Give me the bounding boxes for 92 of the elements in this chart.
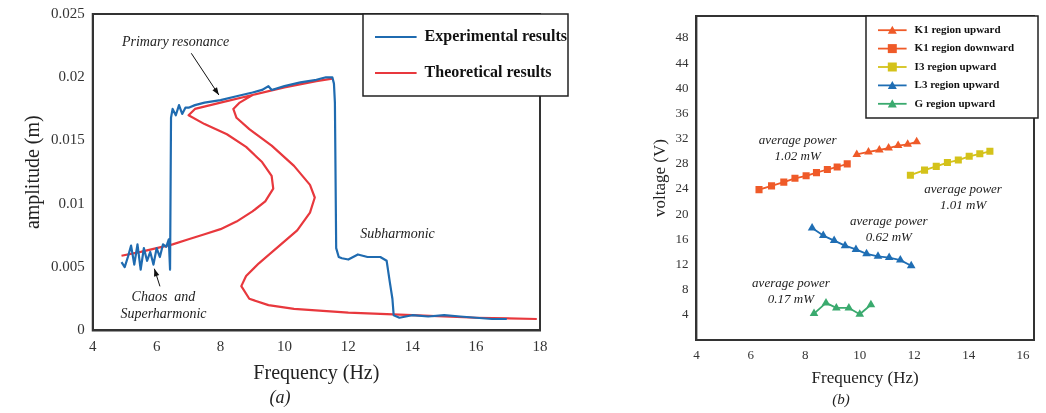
point (768, 182, 776, 190)
annotation: average power 0.62 mW (850, 213, 929, 245)
y-tick-label: 4 (681, 306, 689, 322)
point (943, 159, 951, 167)
point (906, 260, 916, 269)
point (976, 150, 984, 158)
y-axis-title: voltage (V) (649, 139, 669, 217)
point (862, 248, 871, 257)
point (906, 171, 914, 179)
x-tick-label: 16 (468, 338, 485, 355)
y-tick-label: 40 (675, 79, 689, 95)
y-tick-label: 12 (675, 255, 689, 271)
x-tick-label: 8 (216, 338, 225, 355)
x-tick-label: 4 (89, 338, 97, 355)
x-tick-label: 14 (962, 347, 976, 363)
point (840, 240, 850, 249)
y-tick-label: 32 (675, 130, 689, 146)
y-tick-label: 0.015 (51, 131, 85, 148)
point (884, 143, 893, 151)
x-tick-label: 18 (532, 338, 548, 355)
point (893, 140, 903, 149)
point (851, 244, 861, 252)
y-tick-label: 24 (675, 180, 689, 196)
x-tick-label: 4 (693, 347, 701, 363)
legend-label: I3 region upward (914, 59, 997, 72)
x-tick-label: 16 (1016, 347, 1031, 363)
text: (a) (269, 386, 291, 408)
legend-label: G region upward (914, 96, 996, 109)
point (965, 152, 973, 160)
legend-label: Experimental results (424, 27, 567, 46)
annotation: Subharmonic (360, 226, 436, 242)
annotation: Chaos and Superharmonic (120, 288, 208, 322)
point (855, 309, 865, 317)
point (755, 186, 763, 194)
annotation: average power 1.02 mW (758, 132, 838, 164)
x-axis-title: Frequency (Hz) (811, 368, 919, 388)
point (866, 299, 876, 308)
y-tick-label: 8 (681, 281, 689, 297)
y-tick-label: 0.01 (58, 194, 85, 211)
point (809, 308, 819, 317)
point (884, 252, 894, 261)
point (903, 139, 912, 147)
x-tick-label: 6 (152, 338, 161, 355)
x-axis-title: Frequency (Hz) (253, 360, 380, 384)
y-tick-label: 16 (675, 230, 689, 246)
x-tick-label: 14 (404, 338, 421, 355)
point (932, 162, 940, 170)
point (832, 302, 841, 311)
y-tick-label: 0.025 (51, 4, 85, 21)
point (829, 235, 839, 244)
point (818, 230, 828, 239)
point (812, 169, 820, 177)
point (821, 297, 831, 306)
text: (b) (832, 390, 850, 408)
annotation: Primary resonance (120, 34, 230, 50)
legend-label: Theoretical results (424, 63, 552, 81)
x-tick-label: 12 (340, 338, 356, 355)
point (986, 147, 994, 155)
x-tick-label: 10 (853, 347, 867, 363)
x-tick-label: 12 (907, 347, 921, 363)
point (823, 165, 831, 174)
y-tick-label: 0 (77, 321, 85, 338)
x-tick-label: 8 (802, 347, 809, 363)
point (954, 156, 962, 164)
point (802, 172, 810, 180)
y-tick-label: 0.005 (51, 258, 85, 275)
y-tick-label: 20 (675, 205, 689, 221)
point (912, 136, 921, 145)
point (921, 166, 929, 174)
point (875, 145, 884, 153)
point (843, 160, 851, 168)
annotation: average power 1.01 mW (924, 180, 1003, 212)
point (864, 146, 873, 155)
y-axis-title: amplitude (m) (21, 115, 45, 230)
point (780, 178, 788, 186)
y-tick-label: 36 (675, 104, 689, 120)
legend-label: L3 region upward (914, 78, 1000, 91)
y-tick-label: 0.02 (58, 68, 85, 85)
point (873, 251, 883, 259)
annotation: average power 0.17 mW (752, 274, 831, 306)
y-tick-label: 28 (675, 155, 689, 171)
point (833, 163, 841, 171)
x-tick-label: 10 (276, 338, 292, 355)
point (895, 255, 905, 263)
point (807, 223, 817, 231)
legend-label: K1 region upward (914, 23, 1001, 36)
x-tick-label: 6 (747, 347, 755, 363)
legend-label: K1 region downward (914, 41, 1015, 54)
y-tick-label: 48 (675, 29, 689, 45)
y-tick-label: 44 (675, 54, 689, 70)
point (791, 174, 799, 182)
point (852, 149, 862, 157)
